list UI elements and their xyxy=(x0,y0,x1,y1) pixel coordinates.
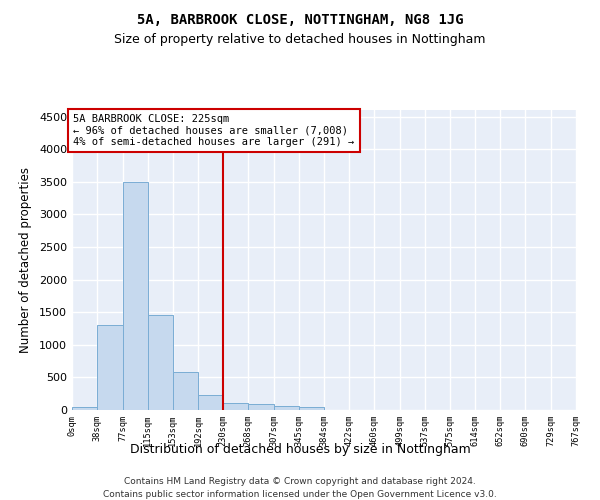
Y-axis label: Number of detached properties: Number of detached properties xyxy=(19,167,32,353)
Text: Distribution of detached houses by size in Nottingham: Distribution of detached houses by size … xyxy=(130,442,470,456)
Text: Contains HM Land Registry data © Crown copyright and database right 2024.: Contains HM Land Registry data © Crown c… xyxy=(124,478,476,486)
Bar xyxy=(299,407,325,410)
Bar xyxy=(248,404,274,410)
Bar xyxy=(148,315,173,410)
Text: Contains public sector information licensed under the Open Government Licence v3: Contains public sector information licen… xyxy=(103,490,497,499)
Bar xyxy=(223,402,248,410)
Bar xyxy=(122,182,148,410)
Text: 5A BARBROOK CLOSE: 225sqm
← 96% of detached houses are smaller (7,008)
4% of sem: 5A BARBROOK CLOSE: 225sqm ← 96% of detac… xyxy=(73,114,355,147)
Bar xyxy=(72,406,97,410)
Bar xyxy=(198,395,223,410)
Text: 5A, BARBROOK CLOSE, NOTTINGHAM, NG8 1JG: 5A, BARBROOK CLOSE, NOTTINGHAM, NG8 1JG xyxy=(137,12,463,26)
Bar xyxy=(97,325,122,410)
Text: Size of property relative to detached houses in Nottingham: Size of property relative to detached ho… xyxy=(114,32,486,46)
Bar xyxy=(274,406,299,410)
Bar xyxy=(173,372,198,410)
